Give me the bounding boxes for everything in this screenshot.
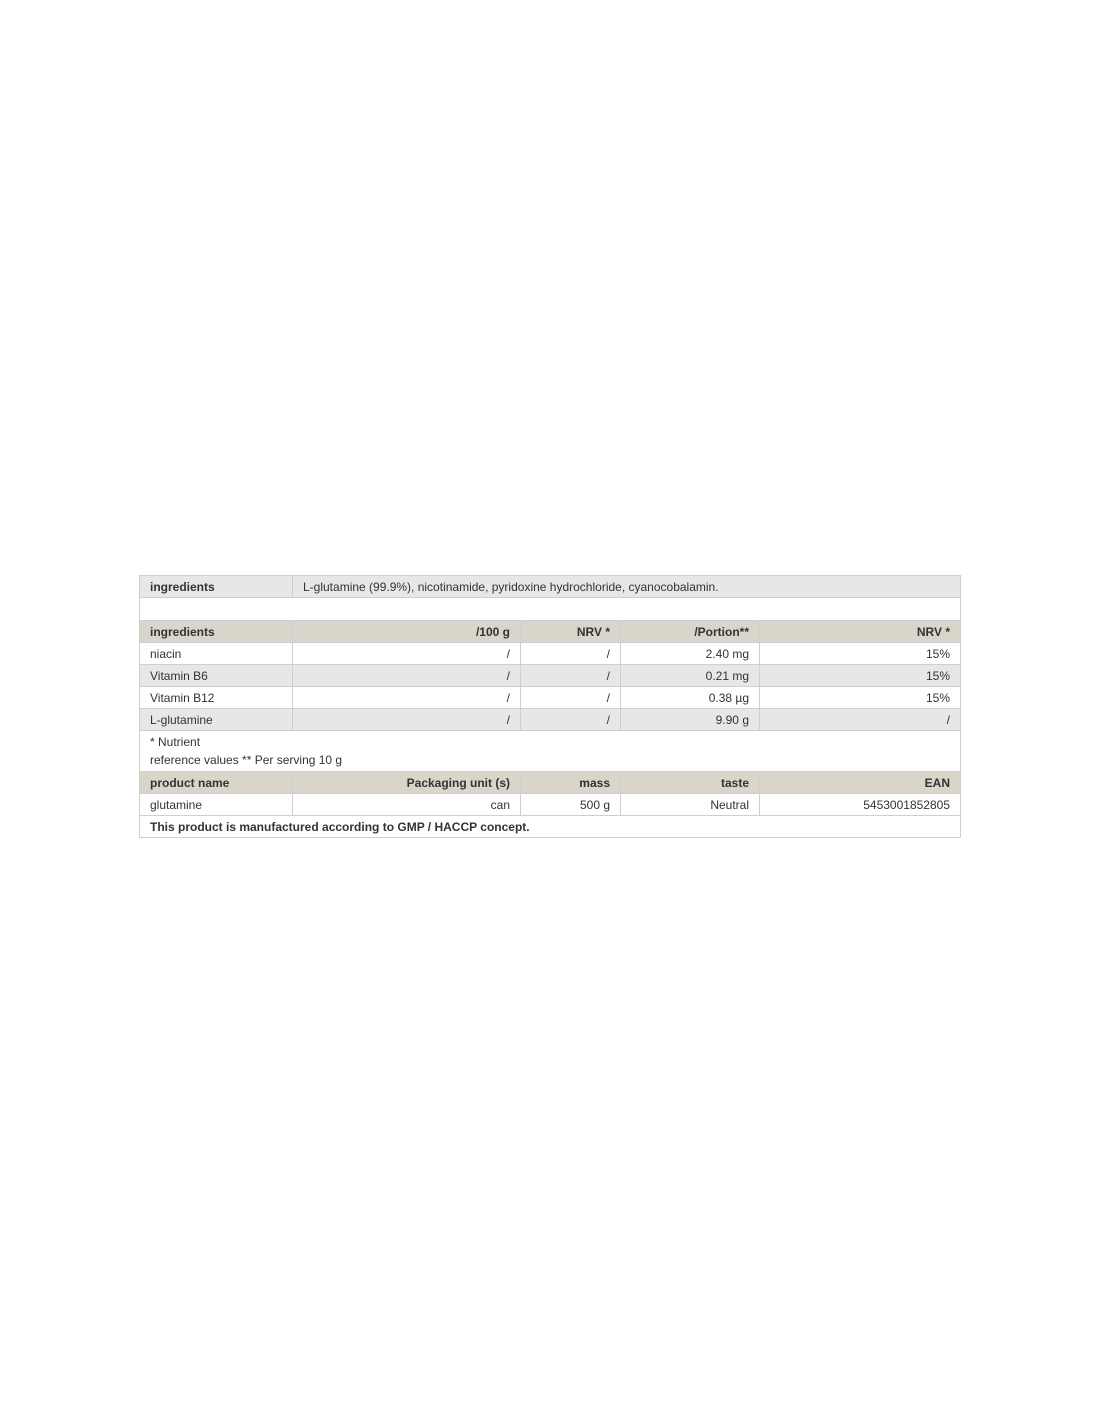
cell: Vitamin B12 bbox=[139, 686, 293, 709]
column-header: Packaging unit (s) bbox=[292, 771, 521, 794]
cell: can bbox=[292, 793, 521, 816]
cell: glutamine bbox=[139, 793, 293, 816]
cell: 15% bbox=[759, 642, 961, 665]
cell: niacin bbox=[139, 642, 293, 665]
cell: / bbox=[520, 664, 621, 687]
cell: Vitamin B6 bbox=[139, 664, 293, 687]
cell: Neutral bbox=[620, 793, 760, 816]
column-header: EAN bbox=[759, 771, 961, 794]
cell: / bbox=[292, 664, 521, 687]
column-header: NRV * bbox=[759, 620, 961, 643]
cell: / bbox=[292, 708, 521, 731]
ingredients-label: ingredients bbox=[139, 575, 293, 598]
column-header: NRV * bbox=[520, 620, 621, 643]
product-row: glutamine can 500 g Neutral 545300185280… bbox=[139, 793, 961, 816]
cell: 500 g bbox=[520, 793, 621, 816]
cell: / bbox=[292, 686, 521, 709]
column-header: /100 g bbox=[292, 620, 521, 643]
cell: 15% bbox=[759, 686, 961, 709]
cell: / bbox=[759, 708, 961, 731]
table-row: L-glutamine / / 9.90 g / bbox=[139, 708, 961, 731]
column-header: taste bbox=[620, 771, 760, 794]
cell: 0.21 mg bbox=[620, 664, 760, 687]
column-header: mass bbox=[520, 771, 621, 794]
table-row: Vitamin B6 / / 0.21 mg 15% bbox=[139, 664, 961, 687]
ingredients-row: ingredients L-glutamine (99.9%), nicotin… bbox=[139, 575, 961, 598]
manufacturing-note: This product is manufactured according t… bbox=[139, 815, 961, 838]
product-header-row: product name Packaging unit (s) mass tas… bbox=[139, 771, 961, 794]
cell: L-glutamine bbox=[139, 708, 293, 731]
spacer-row bbox=[139, 597, 961, 621]
footnote-line: reference values ** Per serving 10 g bbox=[150, 753, 343, 767]
column-header: /Portion** bbox=[620, 620, 760, 643]
ingredients-value: L-glutamine (99.9%), nicotinamide, pyrid… bbox=[292, 575, 961, 598]
cell: 2.40 mg bbox=[620, 642, 760, 665]
cell: 9.90 g bbox=[620, 708, 760, 731]
cell: / bbox=[292, 642, 521, 665]
cell: 15% bbox=[759, 664, 961, 687]
cell: 5453001852805 bbox=[759, 793, 961, 816]
cell: / bbox=[520, 642, 621, 665]
table-row: niacin / / 2.40 mg 15% bbox=[139, 642, 961, 665]
product-info-table: ingredients L-glutamine (99.9%), nicotin… bbox=[139, 575, 961, 838]
footnote: * Nutrient reference values ** Per servin… bbox=[139, 730, 961, 772]
table-row: Vitamin B12 / / 0.38 µg 15% bbox=[139, 686, 961, 709]
cell: / bbox=[520, 708, 621, 731]
column-header: product name bbox=[139, 771, 293, 794]
nutrition-header-row: ingredients /100 g NRV * /Portion** NRV … bbox=[139, 620, 961, 643]
footnote-row: * Nutrient reference values ** Per servin… bbox=[139, 730, 961, 772]
cell: / bbox=[520, 686, 621, 709]
footnote-line: * Nutrient bbox=[150, 735, 201, 749]
column-header: ingredients bbox=[139, 620, 293, 643]
cell: 0.38 µg bbox=[620, 686, 760, 709]
manufacturing-row: This product is manufactured according t… bbox=[139, 815, 961, 838]
